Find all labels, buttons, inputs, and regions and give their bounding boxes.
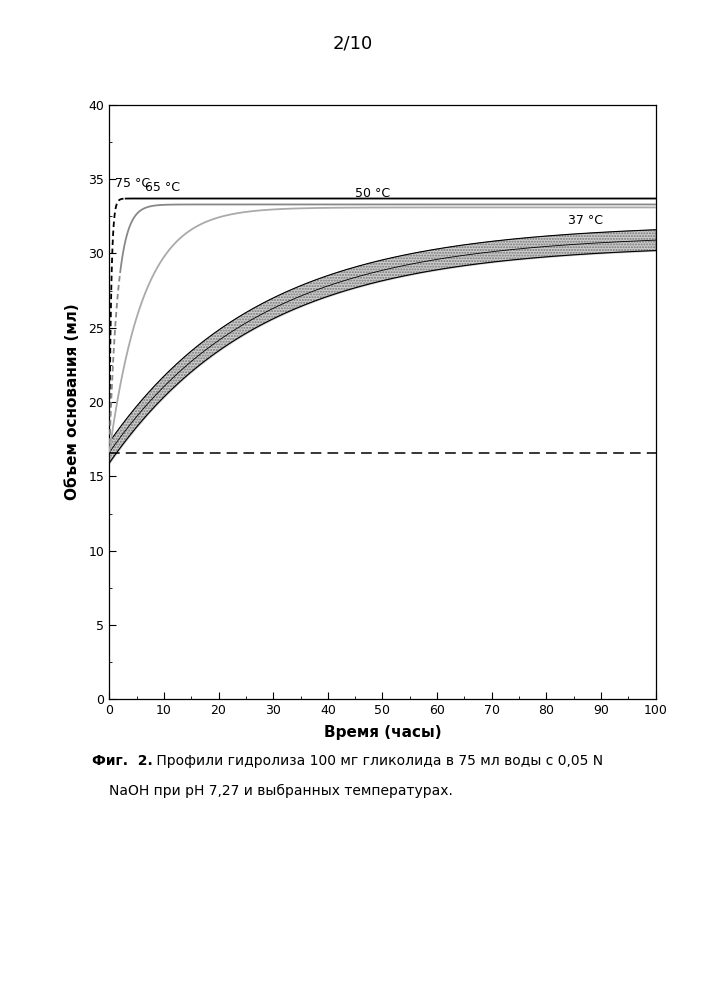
Text: NaOH при pH 7,27 и выбранных температурах.: NaOH при pH 7,27 и выбранных температура… xyxy=(109,784,453,798)
X-axis label: Время (часы): Время (часы) xyxy=(324,725,441,740)
Y-axis label: Объем основания (мл): Объем основания (мл) xyxy=(65,304,80,500)
Text: Фиг.  2.: Фиг. 2. xyxy=(92,754,152,768)
Text: 50 °C: 50 °C xyxy=(355,187,391,200)
Text: 65 °C: 65 °C xyxy=(145,181,180,194)
Text: 37 °C: 37 °C xyxy=(568,214,603,227)
Text: Профили гидролиза 100 мг гликолида в 75 мл воды с 0,05 N: Профили гидролиза 100 мг гликолида в 75 … xyxy=(152,754,603,768)
Text: 75 °C: 75 °C xyxy=(115,177,150,190)
Text: 2/10: 2/10 xyxy=(332,35,373,53)
